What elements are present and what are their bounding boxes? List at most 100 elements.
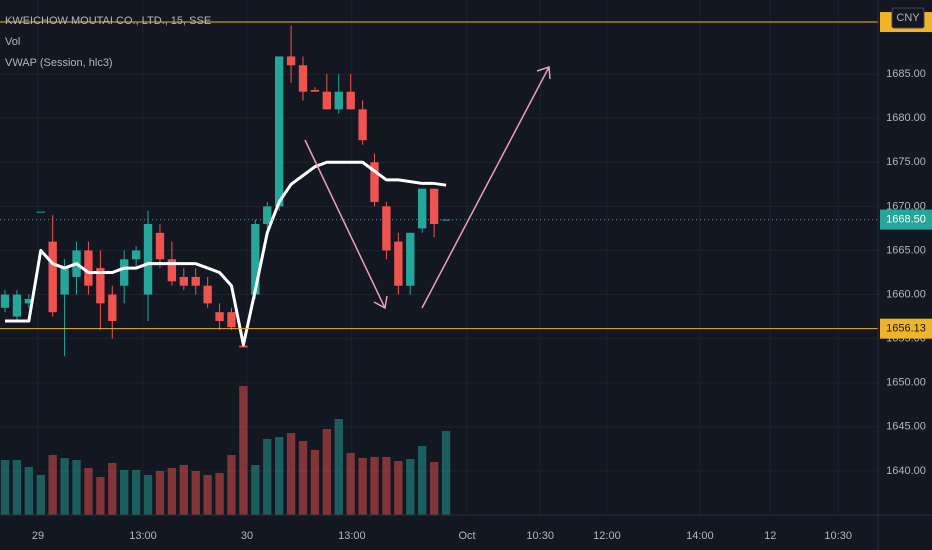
volume-bar bbox=[322, 429, 332, 515]
volume-bar bbox=[167, 468, 177, 515]
candle-body bbox=[429, 188, 439, 224]
x-tick-label: 13:00 bbox=[129, 530, 157, 542]
x-tick-label: 12 bbox=[764, 530, 776, 542]
candle-body bbox=[24, 298, 34, 304]
volume-bar bbox=[84, 468, 93, 515]
volume-bar bbox=[406, 459, 415, 515]
volume-bar bbox=[370, 457, 379, 515]
y-tick-label: 1650.00 bbox=[886, 377, 926, 389]
x-tick-label: 10:30 bbox=[526, 530, 554, 542]
volume-bar bbox=[286, 433, 296, 515]
candle-body bbox=[108, 294, 117, 321]
x-tick-label: 13:00 bbox=[338, 530, 366, 542]
volume-bar bbox=[179, 465, 188, 515]
arrow-head bbox=[373, 295, 388, 310]
x-tick-label: 14:00 bbox=[686, 530, 714, 542]
candle-body bbox=[0, 294, 10, 308]
volume-bar bbox=[36, 475, 45, 515]
x-tick-label: 10:30 bbox=[824, 530, 852, 542]
volume-bar bbox=[251, 465, 260, 515]
y-tick-label: 1665.00 bbox=[886, 244, 926, 256]
volume-bar bbox=[108, 463, 117, 515]
volume-bar bbox=[0, 460, 10, 515]
volume-bar bbox=[72, 460, 81, 515]
y-tick-label: 1645.00 bbox=[886, 421, 926, 433]
vwap-line bbox=[5, 160, 447, 347]
volume-bar bbox=[346, 453, 355, 515]
candle-body bbox=[334, 91, 343, 110]
volume-bar bbox=[155, 471, 165, 515]
candle-body bbox=[143, 223, 153, 295]
candle-body bbox=[60, 268, 69, 295]
y-tick-label: 1680.00 bbox=[886, 112, 926, 124]
candle-body bbox=[310, 89, 320, 92]
overlays bbox=[0, 21, 878, 347]
candle-body bbox=[406, 232, 415, 286]
volume-bar bbox=[382, 457, 391, 515]
volume-bar bbox=[310, 450, 320, 515]
candle-body bbox=[96, 268, 105, 304]
volume-bar bbox=[418, 446, 427, 515]
candle-body bbox=[251, 223, 260, 295]
candle-body bbox=[358, 109, 367, 141]
candle-body bbox=[382, 206, 391, 251]
y-tick-label: 1640.00 bbox=[886, 465, 926, 477]
candle-body bbox=[298, 65, 308, 92]
x-tick-label: 12:00 bbox=[593, 530, 621, 542]
candle-body bbox=[441, 219, 451, 221]
candle-body bbox=[215, 312, 224, 321]
volume-bar bbox=[441, 431, 451, 515]
candle-body bbox=[418, 188, 427, 229]
volume-bar bbox=[263, 439, 272, 515]
level-label: 1656.13 bbox=[886, 323, 926, 335]
arrow-up bbox=[421, 66, 550, 309]
volume-bar bbox=[96, 477, 105, 515]
volume-bar bbox=[191, 471, 200, 515]
candle-body bbox=[179, 276, 188, 286]
volume-bar bbox=[143, 475, 153, 515]
volume-bar bbox=[334, 419, 343, 515]
y-tick-label: 1685.00 bbox=[886, 68, 926, 80]
volume-bar bbox=[131, 470, 141, 515]
volume-bar bbox=[429, 462, 439, 515]
volume-bar bbox=[298, 441, 308, 515]
level-box bbox=[880, 318, 932, 339]
arrow-down bbox=[304, 139, 386, 309]
volume-bar bbox=[24, 467, 34, 515]
candle-body bbox=[48, 241, 57, 313]
candle-body bbox=[155, 232, 165, 260]
candle-body bbox=[227, 312, 236, 328]
x-tick-label: 30 bbox=[241, 530, 253, 542]
y-tick-label: 1670.00 bbox=[886, 200, 926, 212]
candle-body bbox=[370, 162, 379, 202]
y-tick-label: 1675.00 bbox=[886, 156, 926, 168]
candle-body bbox=[167, 259, 177, 282]
legend-indicator: VWAP (Session, hlc3) bbox=[5, 57, 113, 69]
legend-indicator: Vol bbox=[5, 36, 20, 48]
volume-bar bbox=[274, 437, 284, 515]
volume-pane bbox=[0, 386, 451, 515]
candle-body bbox=[84, 250, 93, 286]
candle-body bbox=[286, 56, 296, 66]
volume-bar bbox=[239, 386, 248, 515]
candle-body bbox=[191, 276, 200, 286]
currency[interactable]: CNY bbox=[896, 12, 920, 24]
candle-body bbox=[394, 241, 403, 286]
volume-bar bbox=[227, 455, 236, 515]
volume-bar bbox=[203, 475, 212, 515]
x-tick-label: 29 bbox=[32, 530, 44, 542]
candle-body bbox=[274, 56, 284, 207]
volume-bar bbox=[394, 461, 403, 515]
candle-body bbox=[263, 206, 272, 224]
candle-body bbox=[203, 285, 212, 304]
volume-bar bbox=[60, 458, 69, 515]
candle-body bbox=[346, 91, 355, 110]
y-tick-label: 1660.00 bbox=[886, 288, 926, 300]
candle-body bbox=[120, 259, 129, 286]
candle-body bbox=[36, 211, 45, 213]
drawings bbox=[304, 65, 551, 310]
currency-box[interactable] bbox=[891, 7, 925, 29]
last-price-label: 1668.50 bbox=[886, 213, 926, 225]
